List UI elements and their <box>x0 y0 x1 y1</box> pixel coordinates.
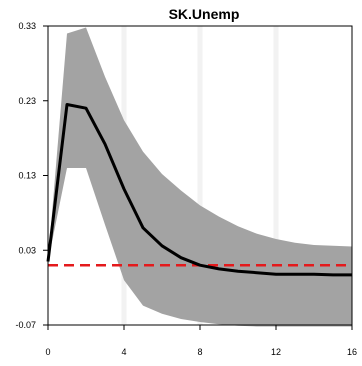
y-tick-label: -0.07 <box>15 320 36 330</box>
x-axis: 0 4 8 12 16 <box>45 325 357 357</box>
y-tick-label: 0.13 <box>18 171 36 181</box>
x-tick-label: 0 <box>45 347 50 357</box>
x-tick-label: 4 <box>121 347 126 357</box>
x-tick-label: 8 <box>197 347 202 357</box>
y-tick-label: 0.03 <box>18 245 36 255</box>
y-tick-label: 0.23 <box>18 96 36 106</box>
x-tick-label: 12 <box>271 347 281 357</box>
x-tick-label: 16 <box>347 347 357 357</box>
chart-title: SK.Unemp <box>169 6 240 22</box>
y-axis: 0.33 0.23 0.13 0.03 -0.07 <box>15 21 48 330</box>
y-tick-label: 0.33 <box>18 21 36 31</box>
impulse-response-line <box>46 103 352 277</box>
confidence-band <box>48 27 352 327</box>
